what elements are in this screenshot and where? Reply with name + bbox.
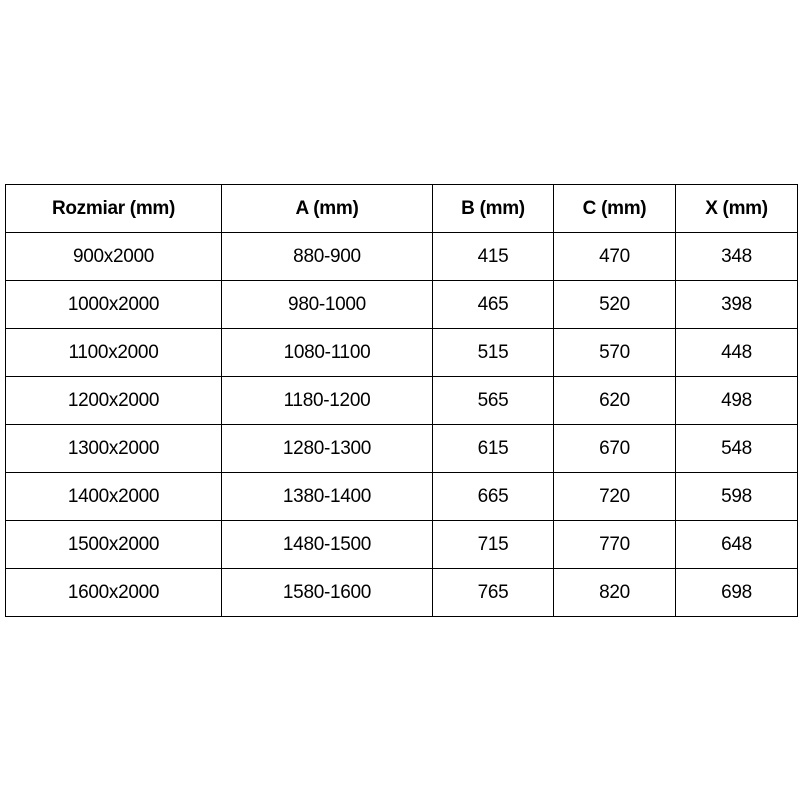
cell-x: 448 — [675, 328, 798, 377]
cell-c: 620 — [553, 376, 676, 425]
cell-c: 770 — [553, 520, 676, 569]
cell-b: 615 — [432, 424, 554, 473]
cell-b: 465 — [432, 280, 554, 329]
cell-rozmiar: 900x2000 — [5, 232, 222, 281]
cell-rozmiar: 1300x2000 — [5, 424, 222, 473]
cell-x: 348 — [675, 232, 798, 281]
table-row: 1000x2000 980-1000 465 520 398 — [5, 280, 798, 329]
header-a: A (mm) — [221, 184, 433, 233]
cell-a: 1080-1100 — [221, 328, 433, 377]
header-c: C (mm) — [553, 184, 676, 233]
table-row: 1600x2000 1580-1600 765 820 698 — [5, 568, 798, 617]
header-b: B (mm) — [432, 184, 554, 233]
cell-x: 398 — [675, 280, 798, 329]
cell-x: 548 — [675, 424, 798, 473]
cell-a: 1180-1200 — [221, 376, 433, 425]
cell-a: 1480-1500 — [221, 520, 433, 569]
cell-c: 820 — [553, 568, 676, 617]
cell-x: 498 — [675, 376, 798, 425]
header-rozmiar: Rozmiar (mm) — [5, 184, 222, 233]
cell-a: 1380-1400 — [221, 472, 433, 521]
cell-b: 565 — [432, 376, 554, 425]
cell-b: 715 — [432, 520, 554, 569]
cell-a: 980-1000 — [221, 280, 433, 329]
size-table: Rozmiar (mm) A (mm) B (mm) C (mm) X (mm)… — [5, 184, 798, 617]
cell-rozmiar: 1100x2000 — [5, 328, 222, 377]
table-row: 1400x2000 1380-1400 665 720 598 — [5, 472, 798, 521]
cell-b: 665 — [432, 472, 554, 521]
table-row: 1100x2000 1080-1100 515 570 448 — [5, 328, 798, 377]
cell-rozmiar: 1400x2000 — [5, 472, 222, 521]
cell-c: 520 — [553, 280, 676, 329]
cell-x: 698 — [675, 568, 798, 617]
cell-c: 570 — [553, 328, 676, 377]
table-row: 1300x2000 1280-1300 615 670 548 — [5, 424, 798, 473]
cell-x: 648 — [675, 520, 798, 569]
table-row: 1500x2000 1480-1500 715 770 648 — [5, 520, 798, 569]
cell-c: 470 — [553, 232, 676, 281]
cell-rozmiar: 1500x2000 — [5, 520, 222, 569]
cell-b: 765 — [432, 568, 554, 617]
header-row: Rozmiar (mm) A (mm) B (mm) C (mm) X (mm) — [5, 184, 798, 233]
table-row: 900x2000 880-900 415 470 348 — [5, 232, 798, 281]
table-row: 1200x2000 1180-1200 565 620 498 — [5, 376, 798, 425]
cell-a: 1280-1300 — [221, 424, 433, 473]
cell-c: 670 — [553, 424, 676, 473]
cell-b: 415 — [432, 232, 554, 281]
cell-x: 598 — [675, 472, 798, 521]
cell-c: 720 — [553, 472, 676, 521]
cell-rozmiar: 1000x2000 — [5, 280, 222, 329]
header-x: X (mm) — [675, 184, 798, 233]
cell-rozmiar: 1200x2000 — [5, 376, 222, 425]
cell-rozmiar: 1600x2000 — [5, 568, 222, 617]
cell-a: 1580-1600 — [221, 568, 433, 617]
cell-a: 880-900 — [221, 232, 433, 281]
cell-b: 515 — [432, 328, 554, 377]
